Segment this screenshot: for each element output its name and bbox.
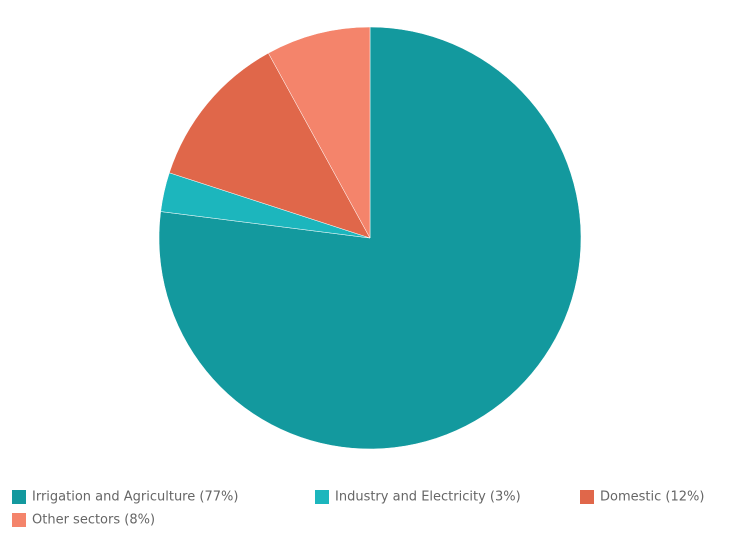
legend-swatch [580,490,594,504]
pie-slice [169,52,371,239]
legend-label: Irrigation and Agriculture (77%) [32,490,238,505]
pie-slice [158,26,582,450]
legend-label: Industry and Electricity (3%) [335,490,521,505]
legend-label: Domestic (12%) [600,490,704,505]
legend-swatch [12,513,26,527]
legend-label: Other sectors (8%) [32,513,155,528]
legend-swatch [315,490,329,504]
legend-swatch [12,490,26,504]
pie-slice [268,26,371,239]
